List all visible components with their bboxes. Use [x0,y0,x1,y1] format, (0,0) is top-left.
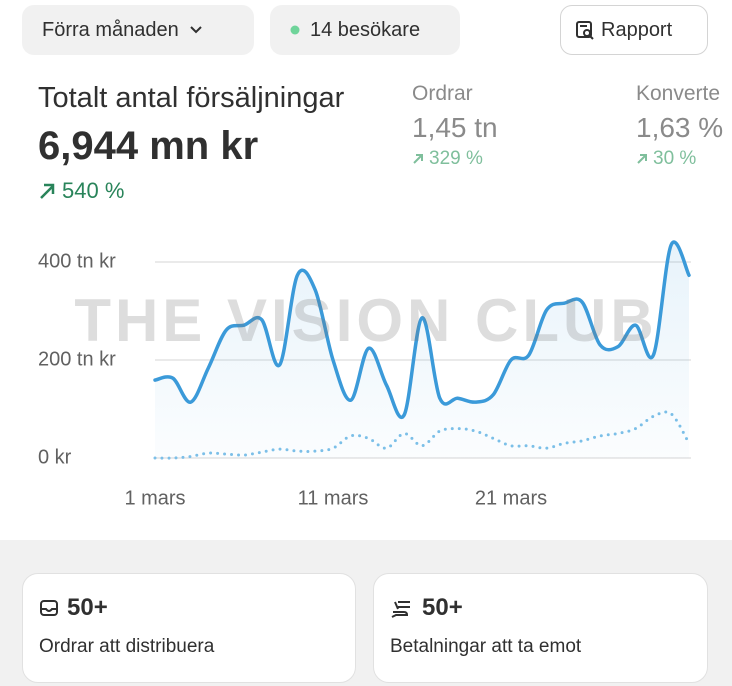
orders-card[interactable]: 50+ Ordrar att distribuera [22,573,356,683]
up-arrow [40,183,55,199]
live-dot [290,25,300,35]
y-tick-label: 400 tn kr [38,250,116,272]
area [155,242,689,458]
y-tick-label: 0 kr [38,446,72,468]
card-count: 50+ [422,594,463,621]
summary-change-row: 540 % [38,178,124,204]
period-text: Förra månaden [42,18,179,41]
metric-label: Konverte [636,82,721,105]
summary-label: Totalt antal försäljningar [38,82,345,114]
chevron-icon [190,26,202,34]
card-count-row: 50+ [390,594,463,622]
x-tick-label: 1 mars [124,487,185,509]
visitors-pill[interactable]: 14 besökare [270,5,460,55]
card-count: 50+ [67,594,108,621]
metric-value: 1,63 % [636,112,724,143]
up-arrow [413,154,423,164]
chart: 0 kr 200 tn kr 400 tn kr 1 mars 11 mars 21 ma… [38,240,691,509]
visitors-text: 14 besökare [310,18,421,41]
metric-change: 30 % [653,148,697,169]
summary-change: 540 % [62,178,125,203]
metric-change-row: 329 % [412,148,483,170]
inbox-icon [40,600,58,616]
metric-change-row: 30 % [636,148,696,170]
report-button[interactable]: Rapport [560,5,708,55]
report-icon [576,21,594,40]
up-arrow [637,154,647,164]
payments-card[interactable]: 50+ Betalningar att ta emot [373,573,708,683]
metric-value: 1,45 tn [412,112,498,143]
payment-icon [391,601,410,618]
metric-change: 329 % [429,148,483,169]
card-count-row: 50+ [39,594,108,622]
watermark: THE VISION CLUB [74,287,657,354]
report-text: Rapport [601,18,673,41]
x-tick-label: 21 mars [475,487,547,509]
card-label: Ordrar att distribuera [39,636,215,657]
summary-value: 6,944 mn kr [38,124,259,168]
metric-label: Ordrar [412,82,473,105]
period-selector[interactable]: Förra månaden [22,5,254,55]
y-tick-label: 200 tn kr [38,348,116,370]
card-label: Betalningar att ta emot [390,636,582,657]
sales-line [153,240,691,420]
x-tick-label: 11 mars [298,487,369,509]
